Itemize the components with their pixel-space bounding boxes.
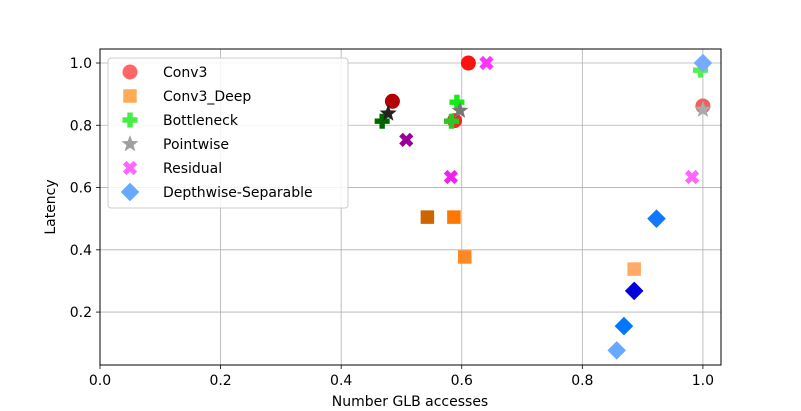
x-tick-label: 1.0 [692, 373, 714, 389]
data-point-depthwise-separable [607, 341, 626, 360]
data-point-bottleneck [693, 62, 709, 78]
data-point-residual [399, 132, 414, 148]
data-point-residual [684, 169, 700, 185]
data-point-depthwise-separable [647, 209, 666, 228]
legend-label: Depthwise-Separable [163, 185, 313, 201]
legend-label: Pointwise [163, 137, 229, 153]
legend-label: Conv3 [163, 65, 207, 81]
y-tick-label: 0.2 [70, 305, 92, 321]
data-point-bottleneck [449, 94, 465, 110]
data-point-residual [443, 169, 459, 185]
data-point-pointwise [451, 101, 469, 118]
legend-marker [122, 112, 138, 128]
legend-label: Conv3_Deep [163, 89, 251, 105]
data-point-conv3-deep [420, 210, 435, 224]
legend-marker [121, 135, 139, 152]
axis-ticks: 0.0 0.2 0.4 0.6 0.8 1.0 0.2 0.4 0.6 0.8 1.0 [70, 56, 714, 389]
x-tick-label: 0.6 [451, 373, 473, 389]
data-points [374, 53, 713, 360]
x-axis-label: Number GLB accesses [332, 394, 488, 410]
x-tick-label: 0.8 [571, 373, 593, 389]
y-tick-label: 0.4 [70, 243, 92, 259]
data-point-conv3 [384, 93, 400, 109]
legend-marker [122, 64, 138, 80]
data-point-conv3-deep [447, 210, 461, 224]
data-point-depthwise-separable [693, 53, 713, 73]
data-point-bottleneck [374, 113, 390, 129]
data-point-residual [479, 55, 494, 71]
data-point-conv3-deep [627, 262, 641, 276]
legend-marker [123, 89, 137, 103]
x-tick-label: 0.0 [89, 373, 111, 389]
legend-label: Residual [163, 161, 222, 177]
legend-box [107, 57, 349, 209]
data-point-bottleneck [443, 113, 459, 129]
data-point-conv3 [460, 55, 476, 71]
legend-marker [120, 182, 140, 202]
y-tick-label: 0.8 [70, 118, 92, 134]
data-point-depthwise-separable [624, 281, 644, 301]
legend-label: Bottleneck [163, 113, 239, 129]
data-point-conv3-deep [458, 250, 472, 264]
plot-area-frame [99, 48, 722, 366]
legend: Conv3 Conv3_Deep Bottleneck Pointwise Residu… [107, 57, 349, 209]
y-tick-label: 1.0 [70, 56, 92, 72]
legend-marker [122, 160, 138, 176]
x-tick-label: 0.4 [330, 373, 352, 389]
data-point-depthwise-separable [614, 316, 634, 336]
y-tick-label: 0.6 [70, 181, 92, 197]
data-point-pointwise [379, 104, 397, 121]
x-tick-label: 0.2 [209, 373, 231, 389]
y-axis-label: Latency [43, 179, 59, 234]
data-point-pointwise [694, 100, 712, 117]
